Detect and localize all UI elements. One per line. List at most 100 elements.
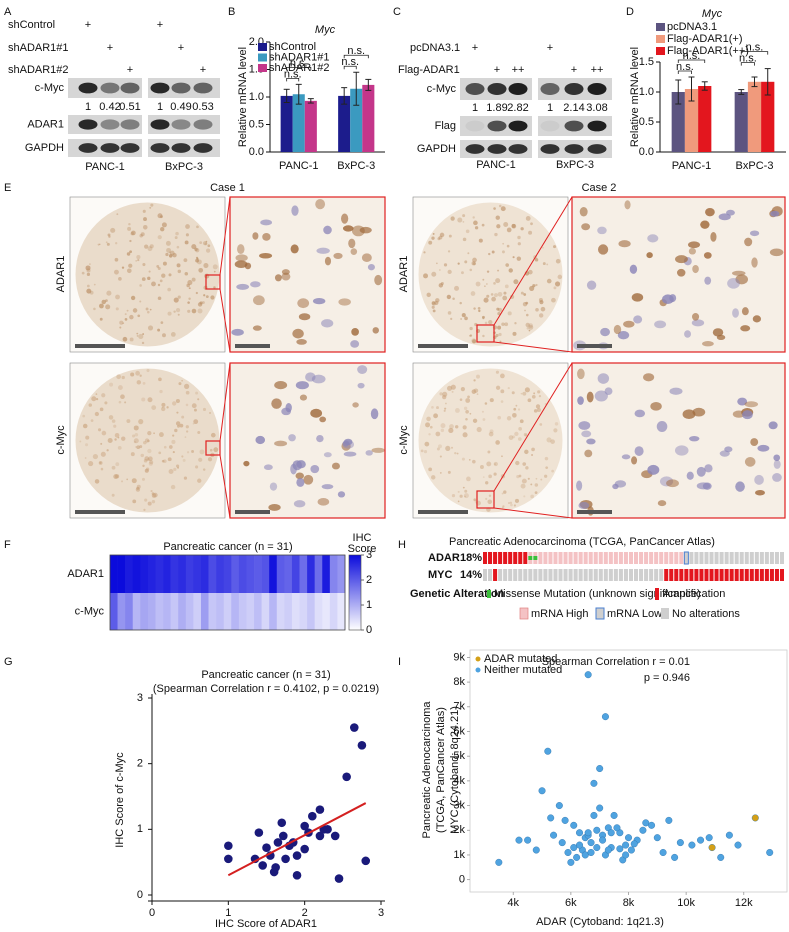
tissue-stain	[93, 283, 96, 286]
tissue-stain	[528, 325, 534, 330]
tissue-stain	[177, 313, 180, 316]
cell-nucleus	[372, 327, 379, 334]
tissue-stain	[165, 252, 169, 257]
heatmap-cell	[337, 555, 346, 593]
tissue-stain	[132, 499, 137, 504]
tissue-stain	[517, 242, 521, 246]
tissue-stain	[136, 484, 141, 489]
point	[281, 854, 290, 864]
heatmap-cell	[193, 555, 202, 593]
point	[323, 825, 332, 834]
zoom-border	[571, 196, 786, 353]
cell-nucleus	[770, 210, 780, 217]
sample-cell	[679, 569, 684, 581]
tissue-stain	[500, 400, 504, 403]
heatmap-cell	[291, 555, 300, 593]
treatment-label: shControl	[8, 19, 55, 31]
cell-nucleus	[704, 276, 712, 285]
tissue-stain	[526, 326, 530, 330]
tissue-stain	[449, 424, 454, 429]
heatmap-cell	[193, 593, 202, 630]
cell-nucleus	[319, 416, 327, 423]
tissue-stain	[462, 237, 467, 242]
cell-nucleus	[618, 240, 631, 248]
cell-nucleus	[315, 199, 326, 210]
cell-line-label: PANC-1	[476, 159, 516, 171]
cell-nucleus	[727, 278, 740, 289]
tissue-stain	[490, 293, 494, 296]
tissue-stain	[101, 299, 107, 305]
tissue-stain	[175, 398, 180, 404]
tissue-stain	[187, 301, 190, 304]
blot-band	[540, 120, 560, 132]
treatment-mark: +	[472, 42, 478, 54]
tissue-stain	[472, 262, 476, 266]
tissue-stain	[171, 439, 176, 444]
zoom-connector	[493, 196, 573, 326]
cell-line-label: PANC-1	[85, 161, 125, 173]
cell-nucleus	[710, 231, 717, 242]
tissue-stain	[176, 263, 181, 268]
cell-nucleus	[578, 501, 590, 510]
cell-nucleus	[263, 464, 273, 471]
y-tick-label: 0.5	[249, 118, 264, 130]
tissue-stain	[463, 493, 469, 499]
sample-cell	[754, 569, 759, 581]
tissue-stain	[141, 277, 146, 281]
row-label: c-Myc	[75, 605, 105, 617]
tissue-stain	[142, 224, 148, 230]
point	[361, 856, 371, 866]
x-tick-label: 8k	[623, 897, 635, 909]
point	[604, 846, 612, 854]
significance-label: n.s.	[676, 61, 694, 73]
tissue-stain	[169, 254, 173, 258]
cell-nucleus	[631, 456, 638, 465]
tissue-stain	[88, 403, 93, 407]
tissue-stain	[124, 313, 127, 316]
point	[607, 829, 615, 837]
heatmap-cell	[254, 593, 262, 630]
tissue-stain	[86, 272, 91, 276]
tissue-stain	[195, 258, 199, 263]
tissue-stain	[194, 408, 197, 412]
tissue-stain	[454, 285, 460, 291]
y-tick-label: 0	[459, 874, 465, 886]
tissue-stain	[493, 281, 496, 285]
tissue-stain	[431, 406, 434, 409]
point	[573, 853, 581, 861]
tissue-stain	[474, 226, 479, 230]
tissue-stain	[149, 244, 154, 249]
cell-nucleus	[773, 454, 781, 462]
heatmap-cell	[246, 593, 255, 630]
x-tick-label: 4k	[507, 897, 519, 909]
sample-cell	[664, 552, 669, 564]
tissue-stain	[509, 501, 513, 504]
tissue-stain	[496, 307, 500, 311]
cell-nucleus	[621, 454, 631, 460]
bar	[734, 92, 748, 152]
x-tick-label: 2	[302, 907, 308, 919]
cell-nucleus	[231, 328, 244, 336]
scale-bar	[418, 510, 468, 514]
cell-nucleus	[291, 205, 299, 216]
sample-cell	[523, 569, 528, 581]
tissue-stain	[504, 284, 509, 289]
cell-nucleus	[657, 500, 667, 507]
cell-nucleus	[303, 474, 314, 485]
tissue-stain	[104, 401, 108, 405]
tissue-stain	[468, 459, 471, 461]
tissue-stain	[462, 221, 465, 223]
tissue-stain	[115, 474, 120, 479]
tissue-stain	[173, 297, 179, 303]
tissue-stain	[501, 455, 503, 458]
cell-nucleus	[262, 233, 271, 241]
cell-nucleus	[752, 315, 762, 323]
blot-band	[564, 83, 584, 95]
cell-nucleus	[691, 319, 705, 327]
tissue-stain	[166, 247, 172, 253]
quantification: 1.89	[486, 102, 507, 114]
cell-nucleus	[650, 401, 662, 411]
heatmap-cell	[291, 593, 300, 630]
tissue-stain	[462, 425, 467, 430]
x-tick-label: PANC-1	[279, 160, 319, 172]
